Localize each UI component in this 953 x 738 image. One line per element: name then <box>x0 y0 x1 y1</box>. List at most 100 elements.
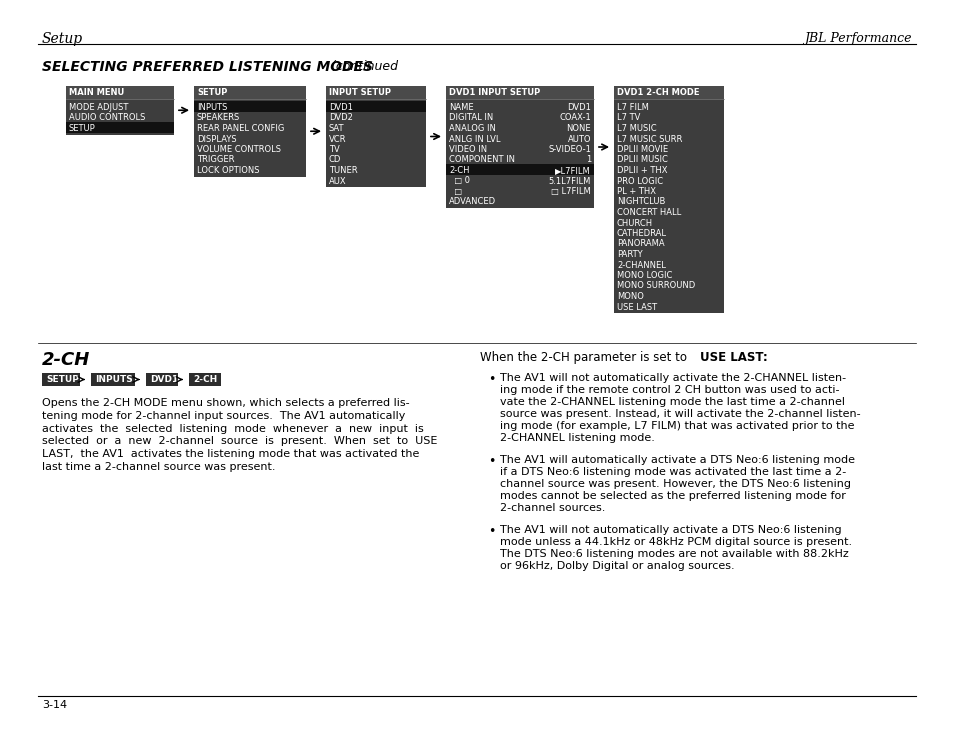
Text: (continued: (continued <box>327 60 397 73</box>
Text: VIDEO IN: VIDEO IN <box>449 145 487 154</box>
Bar <box>66 86 173 99</box>
Text: ing mode if the remote control 2 CH button was used to acti-: ing mode if the remote control 2 CH butt… <box>499 385 839 395</box>
Text: DPLII MOVIE: DPLII MOVIE <box>617 145 667 154</box>
Text: DIGITAL IN: DIGITAL IN <box>449 114 493 123</box>
Bar <box>66 122 173 133</box>
Bar <box>193 86 306 99</box>
Text: PL + THX: PL + THX <box>617 187 656 196</box>
Text: tening mode for 2-channel input sources.  The AV1 automatically: tening mode for 2-channel input sources.… <box>42 411 405 421</box>
Text: MODE ADJUST: MODE ADJUST <box>69 103 129 112</box>
Text: 2-channel sources.: 2-channel sources. <box>499 503 605 513</box>
Text: vate the 2-CHANNEL listening mode the last time a 2-channel: vate the 2-CHANNEL listening mode the la… <box>499 397 844 407</box>
Text: source was present. Instead, it will activate the 2-channel listen-: source was present. Instead, it will act… <box>499 409 860 419</box>
Text: CONCERT HALL: CONCERT HALL <box>617 208 680 217</box>
Text: ANLG IN LVL: ANLG IN LVL <box>449 134 500 143</box>
Text: if a DTS Neo:6 listening mode was activated the last time a 2-: if a DTS Neo:6 listening mode was activa… <box>499 467 845 477</box>
Bar <box>614 86 723 313</box>
Text: SAT: SAT <box>329 124 344 133</box>
Text: L7 MUSIC SURR: L7 MUSIC SURR <box>617 134 681 143</box>
Text: PARTY: PARTY <box>617 250 642 259</box>
Text: MONO SURROUND: MONO SURROUND <box>617 281 695 291</box>
Text: TUNER: TUNER <box>329 166 357 175</box>
Text: L7 TV: L7 TV <box>617 114 639 123</box>
Bar <box>326 86 426 99</box>
Text: 1: 1 <box>585 156 590 165</box>
Text: The AV1 will automatically activate a DTS Neo:6 listening mode: The AV1 will automatically activate a DT… <box>499 455 854 465</box>
Bar <box>326 86 426 187</box>
Text: 3-14: 3-14 <box>42 700 67 710</box>
Text: 5.1L7FILM: 5.1L7FILM <box>548 176 590 185</box>
Text: •: • <box>488 525 495 538</box>
Bar <box>326 101 426 111</box>
Bar <box>91 373 134 386</box>
Bar <box>189 373 221 386</box>
Text: LAST,  the AV1  activates the listening mode that was activated the: LAST, the AV1 activates the listening mo… <box>42 449 419 459</box>
Text: 2-CHANNEL listening mode.: 2-CHANNEL listening mode. <box>499 433 654 443</box>
Text: last time a 2-channel source was present.: last time a 2-channel source was present… <box>42 462 275 472</box>
Text: The AV1 will not automatically activate the 2-CHANNEL listen-: The AV1 will not automatically activate … <box>499 373 845 383</box>
Text: VOLUME CONTROLS: VOLUME CONTROLS <box>196 145 281 154</box>
Text: PANORAMA: PANORAMA <box>617 240 664 249</box>
Text: DVD1 INPUT SETUP: DVD1 INPUT SETUP <box>449 88 539 97</box>
Bar <box>42 373 80 386</box>
Text: MONO: MONO <box>617 292 643 301</box>
Text: When the 2-CH parameter is set to: When the 2-CH parameter is set to <box>479 351 690 364</box>
Text: □ 0: □ 0 <box>449 176 470 185</box>
Text: CD: CD <box>329 156 341 165</box>
Text: The DTS Neo:6 listening modes are not available with 88.2kHz: The DTS Neo:6 listening modes are not av… <box>499 549 848 559</box>
Text: MONO LOGIC: MONO LOGIC <box>617 271 672 280</box>
Text: ▶L7FILM: ▶L7FILM <box>555 166 590 175</box>
Text: □ L7FILM: □ L7FILM <box>551 187 590 196</box>
Text: CHURCH: CHURCH <box>617 218 653 227</box>
Text: LOCK OPTIONS: LOCK OPTIONS <box>196 166 259 175</box>
Text: SETUP: SETUP <box>196 88 227 97</box>
Bar <box>446 86 594 99</box>
Text: REAR PANEL CONFIG: REAR PANEL CONFIG <box>196 124 284 133</box>
Text: 2-CH: 2-CH <box>193 375 217 384</box>
Text: L7 MUSIC: L7 MUSIC <box>617 124 656 133</box>
Text: S-VIDEO-1: S-VIDEO-1 <box>548 145 590 154</box>
Text: •: • <box>488 455 495 468</box>
Text: INPUTS: INPUTS <box>95 375 132 384</box>
Bar <box>614 86 723 99</box>
Text: DVD2: DVD2 <box>329 114 353 123</box>
Text: JBL Performance: JBL Performance <box>803 32 911 45</box>
Text: modes cannot be selected as the preferred listening mode for: modes cannot be selected as the preferre… <box>499 491 845 501</box>
Text: SETUP: SETUP <box>69 124 95 133</box>
Bar <box>146 373 178 386</box>
Text: SELECTING PREFERRED LISTENING MODES: SELECTING PREFERRED LISTENING MODES <box>42 60 373 74</box>
Bar <box>66 86 173 134</box>
Text: 2-CHANNEL: 2-CHANNEL <box>617 261 665 269</box>
Text: CATHEDRAL: CATHEDRAL <box>617 229 666 238</box>
Text: TRIGGER: TRIGGER <box>196 156 234 165</box>
Text: DVD1: DVD1 <box>150 375 178 384</box>
Text: ANALOG IN: ANALOG IN <box>449 124 496 133</box>
Text: Opens the 2-CH MODE menu shown, which selects a preferred lis-: Opens the 2-CH MODE menu shown, which se… <box>42 398 409 408</box>
Bar <box>193 101 306 111</box>
Text: L7 FILM: L7 FILM <box>617 103 648 112</box>
Text: DPLII + THX: DPLII + THX <box>617 166 667 175</box>
Text: SPEAKERS: SPEAKERS <box>196 114 240 123</box>
Text: 2-CH: 2-CH <box>42 351 91 369</box>
Text: NAME: NAME <box>449 103 473 112</box>
Text: PRO LOGIC: PRO LOGIC <box>617 176 662 185</box>
Text: USE LAST:: USE LAST: <box>700 351 767 364</box>
Text: DVD1: DVD1 <box>329 103 353 112</box>
Text: selected  or  a  new  2-channel  source  is  present.  When  set  to  USE: selected or a new 2-channel source is pr… <box>42 436 436 446</box>
Text: ing mode (for example, L7 FILM) that was activated prior to the: ing mode (for example, L7 FILM) that was… <box>499 421 854 431</box>
Text: TV: TV <box>329 145 339 154</box>
Bar <box>193 86 306 176</box>
Text: •: • <box>488 373 495 386</box>
Text: MAIN MENU: MAIN MENU <box>69 88 124 97</box>
Text: or 96kHz, Dolby Digital or analog sources.: or 96kHz, Dolby Digital or analog source… <box>499 561 734 571</box>
Bar <box>446 86 594 208</box>
Text: Setup: Setup <box>42 32 83 46</box>
Text: SETUP: SETUP <box>46 375 79 384</box>
Text: VCR: VCR <box>329 134 346 143</box>
Text: 2-CH: 2-CH <box>449 166 469 175</box>
Text: DISPLAYS: DISPLAYS <box>196 134 236 143</box>
Text: AUTO: AUTO <box>567 134 590 143</box>
Bar <box>446 164 594 174</box>
Text: COAX-1: COAX-1 <box>558 114 590 123</box>
Text: USE LAST: USE LAST <box>617 303 657 311</box>
